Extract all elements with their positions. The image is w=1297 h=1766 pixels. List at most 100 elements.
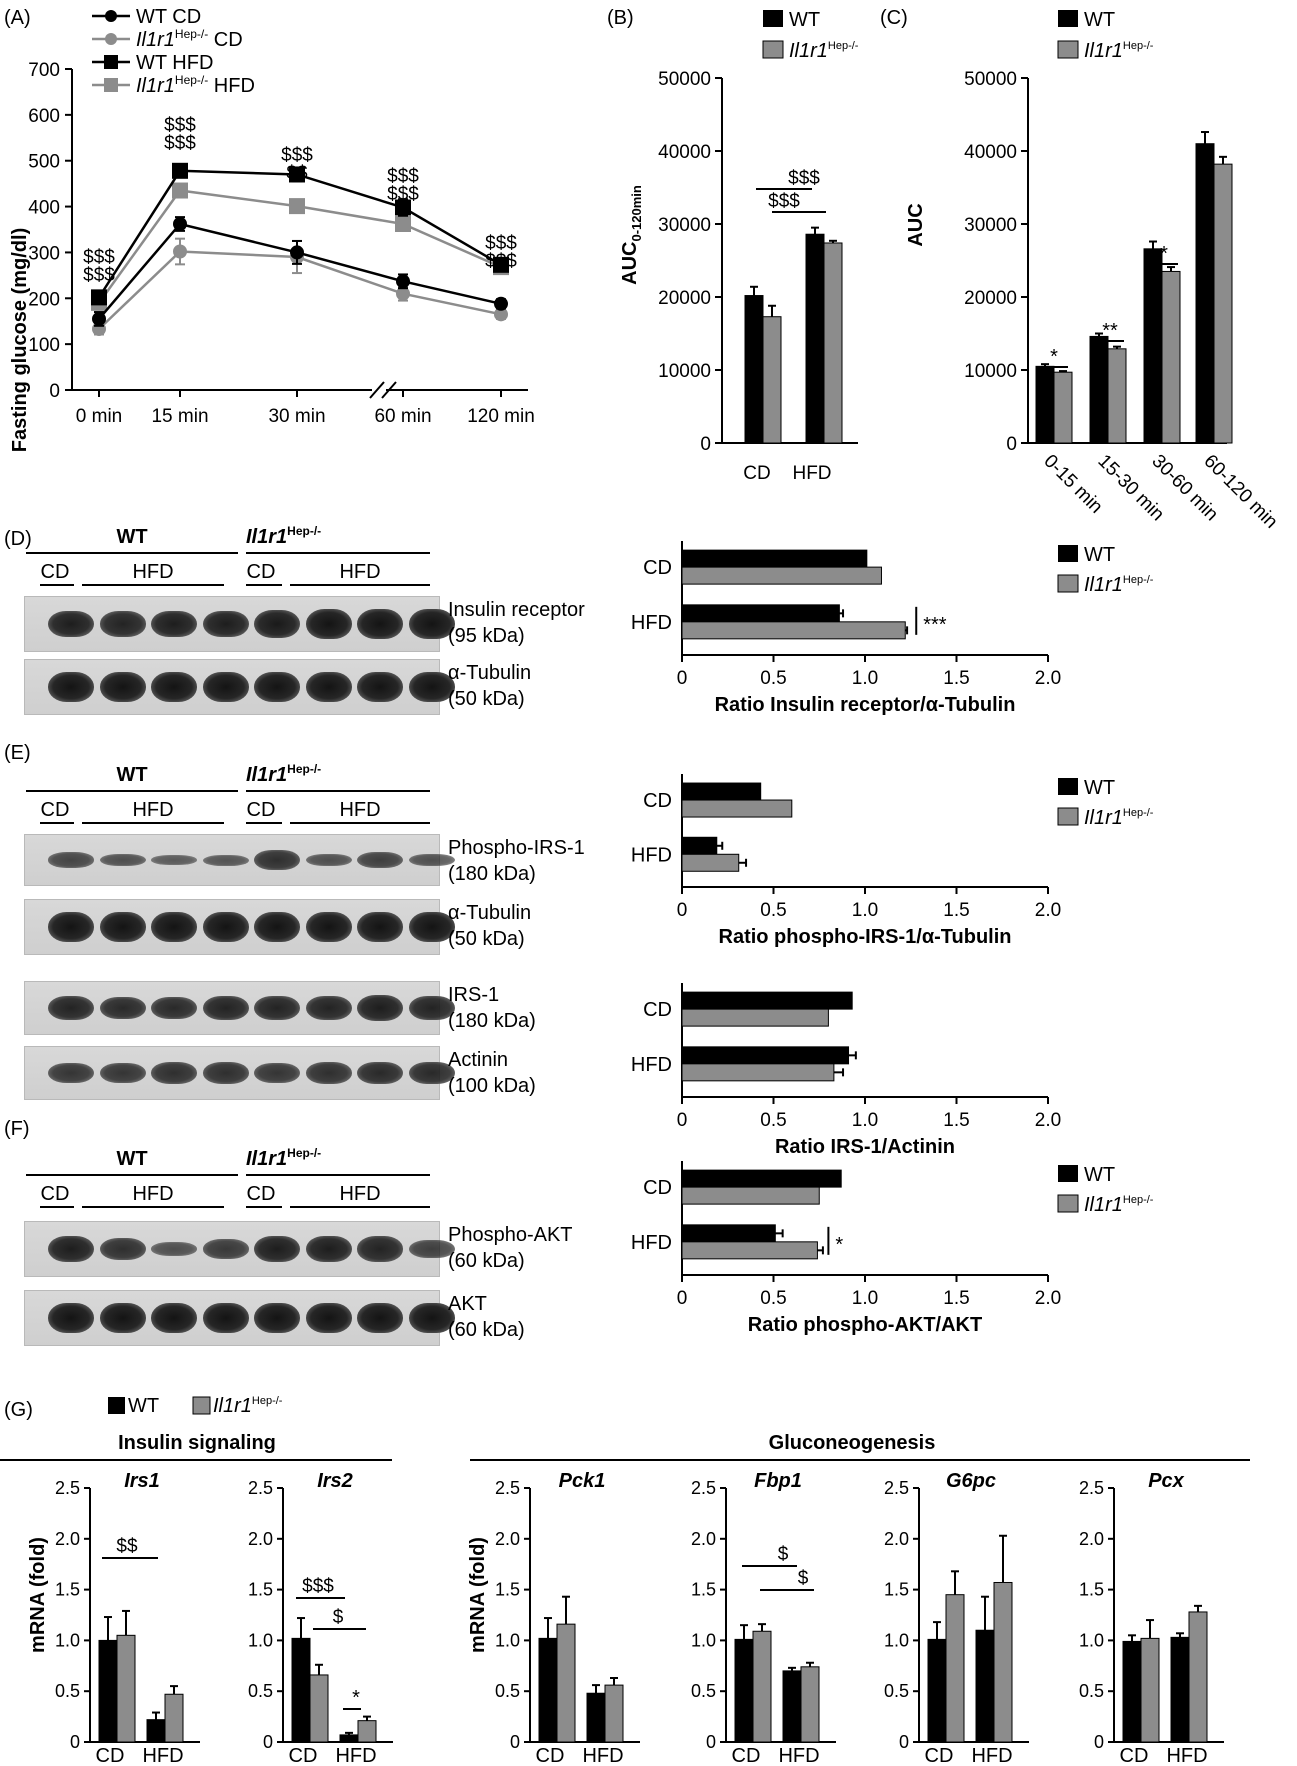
panel-g-irs1-ytick-label: 2.0 bbox=[55, 1529, 80, 1549]
blot-band bbox=[408, 1303, 455, 1333]
hbar-E1-category: HFD bbox=[631, 844, 672, 866]
blot-f-hfd: HFD bbox=[132, 1183, 173, 1205]
hbar-E1-xtick-label: 1.0 bbox=[852, 900, 878, 921]
panel-g-irs2-xtick-label: CD bbox=[289, 1745, 318, 1766]
hbar-E2-category: HFD bbox=[631, 1054, 672, 1076]
hbar-F-legend-label: Il1r1Hep-/- bbox=[1084, 1194, 1154, 1216]
panel-c-sig: * bbox=[1160, 243, 1168, 265]
blot-label: IRS-1 bbox=[448, 984, 499, 1006]
blot-image bbox=[24, 1290, 455, 1346]
panel-g-fbp1-sig: $ bbox=[798, 1568, 809, 1589]
blot-band bbox=[357, 1061, 403, 1085]
panel-a-sig-ko: $$ bbox=[286, 163, 308, 184]
blot-label: α-Tubulin bbox=[448, 902, 531, 924]
panel-g-pck1-bar bbox=[538, 1637, 558, 1743]
panel-a-xtick-label: 30 min bbox=[268, 406, 325, 427]
panel-a-sig-ko: $$$ bbox=[83, 265, 115, 286]
hbar-E2-xtick-label: 0 bbox=[677, 1110, 688, 1131]
blot-band bbox=[202, 1303, 249, 1333]
panel-a-legend-label: Il1r1Hep-/- HFD bbox=[136, 73, 255, 97]
panel-g-g6pc-xtick-label: HFD bbox=[971, 1745, 1012, 1766]
hbar-F-category: CD bbox=[643, 1177, 672, 1199]
panel-a-point bbox=[395, 215, 411, 232]
panel-g-legend-swatch bbox=[108, 1397, 125, 1414]
blot-band bbox=[99, 611, 146, 637]
panel-g-irs1-ytick-label: 1.5 bbox=[55, 1580, 80, 1600]
panel-a-sig-wt: $$$ bbox=[281, 145, 313, 166]
blot-band bbox=[48, 1303, 94, 1333]
panel-b-ylabel-main: AUC bbox=[619, 242, 641, 285]
panel-g-pck1-bar bbox=[556, 1623, 576, 1743]
panel-b-letter: (B) bbox=[607, 7, 634, 29]
blot-band bbox=[99, 1237, 146, 1261]
blot-d-header-ko: Il1r1Hep-/- bbox=[246, 524, 321, 548]
blot-kda: (60 kDa) bbox=[448, 1250, 525, 1272]
hbar-F-bar bbox=[681, 1224, 776, 1243]
hbar-E1-legend-swatch bbox=[1057, 807, 1079, 826]
hbar-D-bar bbox=[681, 621, 906, 640]
panel-a-legend-marker bbox=[105, 33, 117, 45]
blot-f-header-ko: Il1r1Hep-/- bbox=[246, 1146, 321, 1170]
hbar-E2-category: CD bbox=[643, 999, 672, 1021]
panel-g-irs2-bar bbox=[339, 1734, 359, 1743]
panel-a-point bbox=[494, 307, 508, 322]
hbar-E1-xtick-label: 0 bbox=[677, 900, 688, 921]
blot-kda: (180 kDa) bbox=[448, 863, 536, 885]
panel-a-ytick-label: 0 bbox=[49, 381, 60, 402]
blot-band bbox=[254, 912, 300, 942]
blot-d-cd: CD bbox=[41, 561, 70, 583]
panel-g-legend-label-gene: Il1r1 bbox=[213, 1395, 252, 1417]
hbar-F-bar bbox=[681, 1186, 820, 1205]
panel-a-legend-marker bbox=[104, 55, 118, 69]
panel-g-g6pc-ytick-label: 1.5 bbox=[884, 1580, 909, 1600]
panel-b-xtick-label: CD bbox=[743, 463, 770, 484]
blot-e-cd: CD bbox=[247, 799, 276, 821]
blot-image bbox=[24, 1046, 455, 1100]
hbar-D-category: HFD bbox=[631, 612, 672, 634]
panel-c-sig: ** bbox=[1102, 320, 1118, 342]
blot-label: Phospho-IRS-1 bbox=[448, 837, 585, 859]
hbar-E2-xtick-label: 1.0 bbox=[852, 1110, 878, 1131]
hbar-F-bar bbox=[681, 1241, 818, 1260]
blot-band bbox=[305, 609, 352, 639]
blot-band bbox=[202, 912, 249, 942]
panel-g-irs1-xtick-label: CD bbox=[96, 1745, 125, 1766]
blot-band bbox=[305, 1062, 352, 1084]
hbar-F-sig: * bbox=[835, 1234, 843, 1256]
panel-g-irs2-ytick-label: 0 bbox=[263, 1732, 273, 1752]
blot-band bbox=[254, 1235, 300, 1263]
hbar-D-legend-label: WT bbox=[1084, 544, 1115, 566]
panel-a-legend-marker bbox=[105, 10, 117, 22]
blot-band bbox=[305, 912, 352, 942]
hbar-D-category: CD bbox=[643, 557, 672, 579]
hbar-F-xtick-label: 1.5 bbox=[943, 1288, 969, 1309]
panel-a-xtick-label: 60 min bbox=[374, 406, 431, 427]
blot-band bbox=[202, 854, 249, 866]
panel-g-irs2-bar bbox=[291, 1637, 311, 1743]
hbar-E2-xtick-label: 1.5 bbox=[943, 1110, 969, 1131]
panel-g-irs2-ytick-label: 2.5 bbox=[248, 1478, 273, 1498]
hbar-D-legend-label-sup: Hep-/- bbox=[1123, 574, 1154, 586]
panel-g-charts: WT Il1r1Hep-/- Insulin signaling Gluconeoge… bbox=[0, 1395, 1250, 1766]
blot-band bbox=[357, 672, 403, 702]
blot-f-hfd: HFD bbox=[339, 1183, 380, 1205]
panel-a-sig-wt: $$$ bbox=[387, 166, 419, 187]
hbar-E1-legend-label-sup: Hep-/- bbox=[1123, 807, 1154, 819]
blot-d-hfd: HFD bbox=[132, 561, 173, 583]
panel-g-ylabel: mRNA (fold) bbox=[467, 1537, 489, 1653]
blot-band bbox=[99, 912, 146, 942]
hbar-E2-xtick-label: 2.0 bbox=[1035, 1110, 1061, 1131]
blot-band bbox=[151, 912, 197, 942]
panel-e-letter: (E) bbox=[4, 742, 31, 764]
panel-a-point bbox=[91, 289, 107, 306]
panel-a-sig-ko: $$$ bbox=[387, 184, 419, 205]
blot-image bbox=[24, 834, 455, 886]
blot-band bbox=[48, 610, 94, 638]
panel-a-ytick-label: 400 bbox=[28, 198, 60, 219]
blot-e-cd: CD bbox=[41, 799, 70, 821]
hbar-E1-bar bbox=[681, 853, 740, 872]
panel-b-bar bbox=[823, 242, 843, 444]
panel-g-irs2-xtick-label: HFD bbox=[335, 1745, 376, 1766]
blot-band bbox=[202, 1239, 249, 1259]
panel-a-sig-ko: $$$ bbox=[164, 133, 196, 154]
